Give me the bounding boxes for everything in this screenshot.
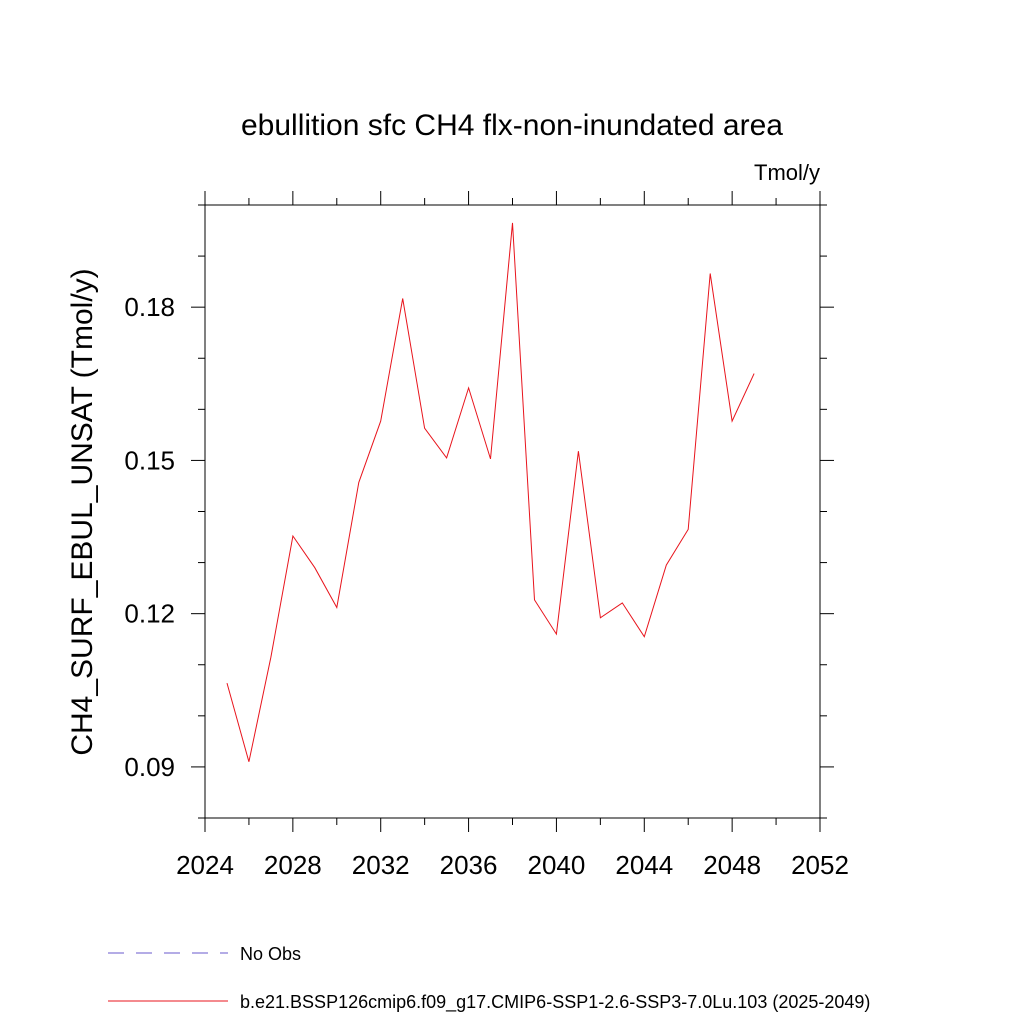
x-tick-label: 2044	[615, 850, 673, 880]
legend-label: No Obs	[240, 944, 301, 964]
series-layer	[226, 222, 755, 762]
legend: No Obs b.e21.BSSP126cmip6.f09_g17.CMIP6-S…	[108, 944, 870, 1013]
y-tick-label: 0.12	[124, 599, 175, 629]
x-tick-label: 2052	[791, 850, 849, 880]
series-line	[226, 222, 755, 762]
x-tick-label: 2032	[352, 850, 410, 880]
chart-title: ebullition sfc CH4 flx-non-inundated are…	[241, 109, 783, 142]
x-tick-label: 2040	[528, 850, 586, 880]
y-tick-label: 0.15	[124, 445, 175, 475]
y-axis-ticks: 0.09 0.12 0.15 0.18	[124, 204, 834, 819]
x-tick-label: 2028	[264, 850, 322, 880]
x-tick-label: 2036	[440, 850, 498, 880]
x-tick-label: 2024	[176, 850, 234, 880]
x-axis-ticks: 2024 2028 2032 2036 2040 2044 2048 2052	[176, 191, 849, 880]
legend-label: b.e21.BSSP126cmip6.f09_g17.CMIP6-SSP1-2.…	[240, 992, 870, 1013]
plot-frame	[204, 204, 821, 819]
y-axis-label: CH4_SURF_EBUL_UNSAT (Tmol/y)	[66, 268, 99, 755]
y-tick-label: 0.18	[124, 292, 175, 322]
y-tick-label: 0.09	[124, 752, 175, 782]
units-label: Tmol/y	[754, 160, 820, 185]
x-tick-label: 2048	[703, 850, 761, 880]
